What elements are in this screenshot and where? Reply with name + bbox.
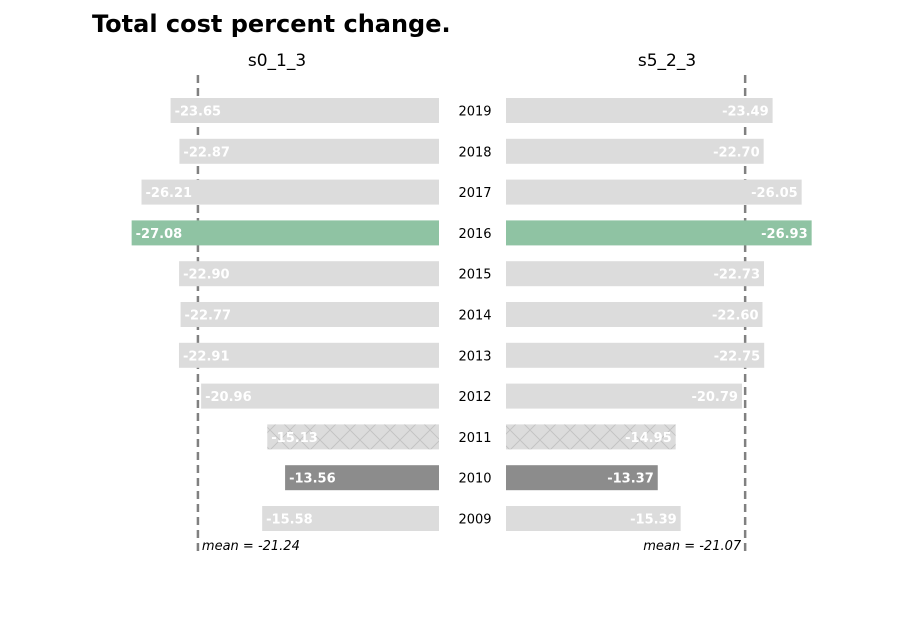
value-label: -26.93 [761,227,808,242]
value-label: -22.91 [183,349,230,364]
value-label: -22.77 [185,309,232,324]
year-label: 2018 [458,145,491,160]
panel-title: s5_2_3 [638,51,696,71]
bar [131,220,439,246]
bar [170,98,439,123]
year-label: 2013 [458,349,491,364]
bar [506,261,764,287]
plot-area: 2019 2018 2017 2016 2015 2014 2013 2012 2011 2010… [131,51,812,554]
year-label: 2017 [458,186,491,201]
bar [179,138,439,164]
mean-label: mean = -21.24 [202,539,300,554]
value-label: -26.21 [146,186,193,201]
bar [506,424,676,450]
value-label: -15.13 [271,431,318,446]
value-label: -20.96 [205,390,252,405]
value-label: -13.37 [607,472,654,487]
bar [180,302,440,327]
bar [506,506,681,531]
bar [506,179,802,205]
year-label: 2015 [458,268,491,283]
bar [506,220,812,246]
bar [178,342,439,368]
value-label: -22.60 [712,309,759,324]
value-label: -15.39 [630,513,677,528]
panel-title: s0_1_3 [248,51,306,71]
mean-label: mean = -21.07 [643,539,742,554]
bar [506,302,763,327]
value-label: -27.08 [136,227,183,242]
bar [267,424,439,450]
bar [285,465,439,491]
value-label: -22.73 [713,268,760,283]
bar [506,465,658,491]
bar [506,138,764,164]
bar [141,179,440,205]
value-label: -22.90 [183,268,230,283]
value-label: -23.65 [175,105,222,120]
bar [262,506,439,531]
value-label: -15.58 [266,513,313,528]
year-label: 2012 [458,390,491,405]
value-label: -22.70 [713,145,760,160]
value-label: -22.75 [714,349,761,364]
chart-title: Total cost percent change. [92,10,451,38]
bar [179,261,439,287]
value-label: -14.95 [625,431,672,446]
bar [201,383,439,409]
value-label: -20.79 [691,390,738,405]
year-label: 2011 [458,431,491,446]
bar [506,383,742,409]
bar [506,342,765,368]
value-label: -23.49 [722,105,769,120]
value-label: -22.87 [183,145,230,160]
value-label: -26.05 [751,186,798,201]
year-label: 2009 [458,513,491,528]
year-label: 2010 [458,472,491,487]
year-label: 2016 [458,227,491,242]
bar [506,98,773,123]
year-label: 2014 [458,309,491,324]
year-label: 2019 [458,105,491,120]
value-label: -13.56 [289,472,336,487]
